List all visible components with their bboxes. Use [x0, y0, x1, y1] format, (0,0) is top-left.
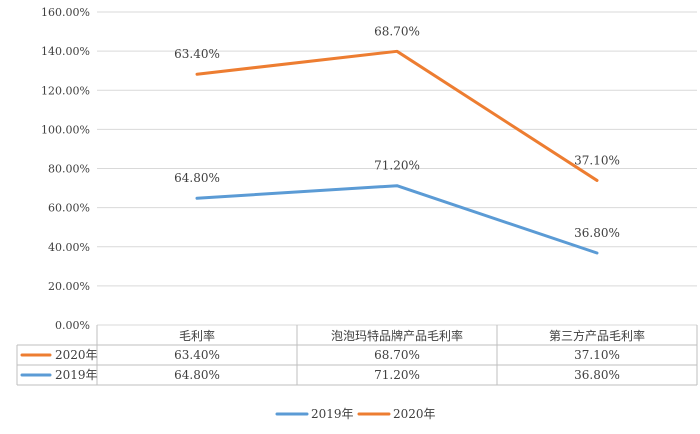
data-label: 37.10% [574, 153, 620, 167]
table-series-label: 2020年 [55, 348, 98, 362]
y-tick-label: 20.00% [48, 280, 90, 293]
table-cell: 63.40% [174, 348, 220, 362]
legend-label: 2020年 [393, 407, 436, 421]
y-tick-label: 40.00% [48, 241, 90, 254]
table-cell: 71.20% [374, 368, 420, 382]
table-cell: 36.80% [574, 368, 620, 382]
y-tick-label: 0.00% [55, 319, 90, 332]
data-label: 63.40% [174, 47, 220, 61]
y-axis: 0.00% 20.00% 40.00% 60.00% 80.00% 100.00% 120.… [41, 6, 90, 332]
legend: 2019年 2020年 [275, 407, 436, 421]
data-label: 71.20% [374, 159, 420, 173]
table-series-label: 2019年 [55, 368, 98, 382]
category-label: 毛利率 [179, 328, 215, 343]
series-line [195, 49, 599, 182]
series-lines [195, 49, 599, 255]
table-cell: 68.70% [374, 348, 420, 362]
data-label: 64.80% [174, 171, 220, 185]
y-tick-label: 100.00% [41, 123, 90, 136]
y-tick-label: 60.00% [48, 202, 90, 215]
y-tick-label: 160.00% [41, 6, 90, 19]
table-cell: 64.80% [174, 368, 220, 382]
gridlines [97, 11, 697, 326]
y-tick-label: 80.00% [48, 163, 90, 176]
data-label: 36.80% [574, 226, 620, 240]
series-line [195, 184, 599, 255]
data-label: 68.70% [374, 24, 420, 38]
y-tick-label: 120.00% [41, 84, 90, 97]
data-labels: 64.80% 71.20% 36.80% 63.40% 68.70% 37.10% [174, 24, 620, 240]
category-label: 泡泡玛特品牌产品毛利率 [331, 328, 463, 343]
y-tick-label: 140.00% [41, 45, 90, 58]
data-table: 毛利率 泡泡玛特品牌产品毛利率 第三方产品毛利率 2020年 63.40% 68.70% 3… [16, 325, 698, 386]
legend-label: 2019年 [311, 407, 354, 421]
table-cell: 37.10% [574, 348, 620, 362]
category-label: 第三方产品毛利率 [549, 328, 645, 343]
